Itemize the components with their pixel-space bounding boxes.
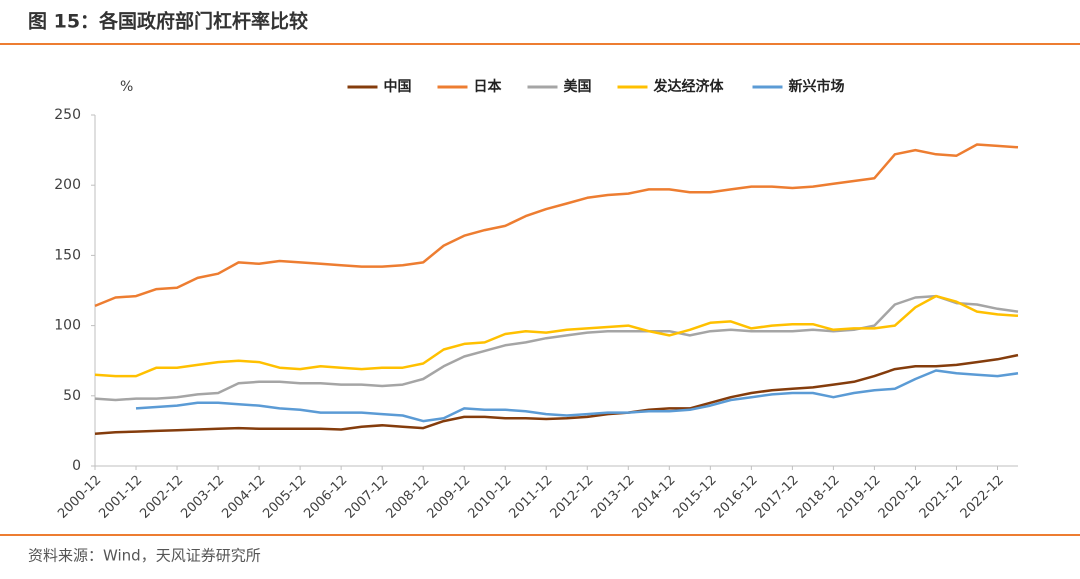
x-tick-label: 2017-12 xyxy=(753,473,802,522)
series-line xyxy=(94,353,1019,435)
x-tick-label: 2016-12 xyxy=(712,473,761,522)
y-tick-label: 250 xyxy=(54,107,81,123)
legend-label: 中国 xyxy=(384,78,412,95)
source: 资料来源：Wind，天风证券研究所 xyxy=(28,547,261,565)
x-tick-label: 2008-12 xyxy=(383,473,432,522)
x-tick-label: 2000-12 xyxy=(55,473,104,522)
y-tick-label: 200 xyxy=(54,177,81,193)
x-tick-label: 2022-12 xyxy=(958,473,1007,522)
y-tick-label: 50 xyxy=(63,388,81,404)
x-tick-label: 2010-12 xyxy=(466,473,515,522)
legend-label: 发达经济体 xyxy=(653,78,725,95)
x-tick-label: 2001-12 xyxy=(96,473,145,522)
x-tick-label: 2004-12 xyxy=(219,473,268,522)
x-tick-label: 2019-12 xyxy=(835,473,884,522)
series-line xyxy=(94,143,1019,308)
x-tick-label: 2005-12 xyxy=(260,473,309,522)
chart-title: 图 15：各国政府部门杠杆率比较 xyxy=(28,10,308,33)
y-tick-label: 0 xyxy=(72,458,81,474)
x-tick-label: 2020-12 xyxy=(876,473,925,522)
x-tick-label: 2012-12 xyxy=(548,473,597,522)
x-tick-label: 2015-12 xyxy=(671,473,720,522)
x-tick-label: 2002-12 xyxy=(137,473,186,522)
x-tick-label: 2018-12 xyxy=(794,473,843,522)
y-tick-label: 100 xyxy=(54,318,81,334)
x-tick-label: 2009-12 xyxy=(424,473,473,522)
legend-label: 新兴市场 xyxy=(789,78,845,95)
series-line xyxy=(94,294,1019,402)
x-tick-label: 2007-12 xyxy=(342,473,391,522)
x-tick-label: 2013-12 xyxy=(589,473,638,522)
x-tick-label: 2011-12 xyxy=(507,473,556,522)
series-line xyxy=(94,294,1019,378)
x-tick-label: 2003-12 xyxy=(178,473,227,522)
y-unit: % xyxy=(120,79,133,95)
legend-label: 日本 xyxy=(474,78,503,95)
y-tick-label: 150 xyxy=(54,247,81,263)
x-tick-label: 2014-12 xyxy=(630,473,679,522)
x-tick-label: 2021-12 xyxy=(917,473,966,522)
x-tick-label: 2006-12 xyxy=(301,473,350,522)
legend-label: 美国 xyxy=(564,78,592,95)
series-line xyxy=(135,369,1019,423)
